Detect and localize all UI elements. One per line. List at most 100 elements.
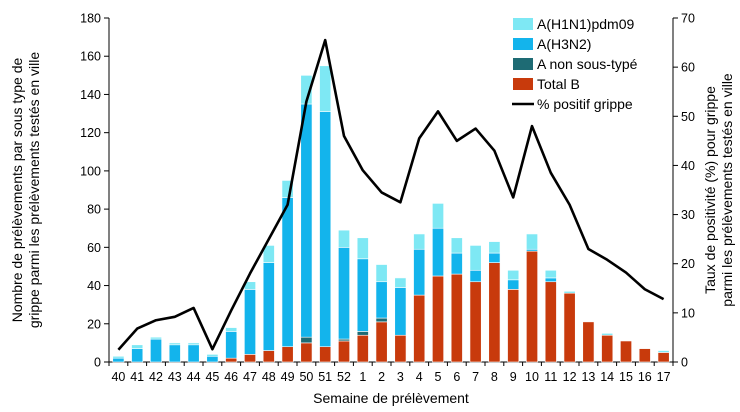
bar-segment [357, 238, 368, 259]
x-tick-label: 11 [544, 370, 557, 384]
y-right-tick-label: 10 [681, 306, 695, 320]
bar-segment [320, 112, 331, 347]
bar-segment [169, 345, 180, 362]
positivity-line [118, 40, 663, 350]
x-tick-label: 16 [638, 370, 652, 384]
x-tick-label: 2 [378, 370, 385, 384]
x-tick-label: 42 [149, 370, 163, 384]
y-left-tick-label: 60 [87, 241, 101, 255]
bar-segment [338, 247, 349, 339]
bar-segment [188, 345, 199, 362]
x-tick-label: 45 [205, 370, 219, 384]
bar-segment [432, 228, 443, 276]
bar-segment [376, 322, 387, 362]
bar-segment [113, 356, 124, 358]
x-tick-label: 40 [111, 370, 125, 384]
x-tick-label: 13 [581, 370, 595, 384]
bar-segment [263, 263, 274, 351]
bar-segment [470, 270, 481, 281]
y-left-tick-label: 180 [80, 12, 101, 26]
bar-segment [226, 331, 237, 358]
y-axis-left-title: Nombre de prélèvements par sous type deg… [9, 52, 42, 328]
x-tick-label: 51 [318, 370, 332, 384]
bar-segment [132, 349, 143, 362]
bar-segment [545, 278, 556, 282]
legend-label: A(H1N1)pdm09 [537, 16, 634, 32]
y-right-tick-label: 60 [681, 61, 695, 75]
y-left-tick-label: 100 [80, 164, 101, 178]
bar-segment [432, 203, 443, 228]
x-tick-label: 50 [299, 370, 313, 384]
x-tick-label: 5 [435, 370, 442, 384]
x-tick-label: 14 [600, 370, 614, 384]
y-axis-left-title-line: grippe parmi les prélèvements testés en … [26, 52, 42, 328]
bar-segment [451, 253, 462, 274]
y-axis-right-title-line: parmi les prélèvements testés en ville [719, 73, 735, 307]
bar-segment [357, 259, 368, 332]
legend-label: A(H3N2) [537, 36, 591, 52]
bar-segment [150, 339, 161, 362]
bar-segment [169, 343, 180, 345]
x-tick-label: 7 [472, 370, 479, 384]
bar-segment [414, 234, 425, 249]
x-tick-label: 48 [262, 370, 276, 384]
bar-segment [470, 245, 481, 270]
bar-segment [244, 354, 255, 362]
x-tick-label: 1 [359, 370, 366, 384]
bar-segment [508, 270, 519, 280]
y-left-tick-label: 140 [80, 88, 101, 102]
legend-swatch [513, 78, 533, 90]
y-right-tick-label: 20 [681, 257, 695, 271]
bar-segment [451, 238, 462, 253]
legend-label: % positif grippe [537, 96, 633, 112]
bar-segment [263, 351, 274, 362]
bar-segment [489, 263, 500, 362]
legend-swatch [513, 18, 533, 30]
legend-label: Total B [537, 76, 580, 92]
y-right-tick-label: 70 [681, 12, 695, 26]
bar-segment [376, 265, 387, 282]
x-tick-label: 10 [525, 370, 539, 384]
y-left-tick-label: 120 [80, 126, 101, 140]
bar-segment [301, 337, 312, 343]
bar-segment [602, 335, 613, 362]
x-tick-label: 44 [187, 370, 201, 384]
y-axis-left-title-line: Nombre de prélèvements par sous type de [9, 57, 25, 322]
bar-segment [564, 291, 575, 293]
bar-segment [207, 356, 218, 362]
bar-segment [564, 293, 575, 362]
bar-segment [545, 282, 556, 362]
bar-segment [338, 341, 349, 362]
bar-segment [150, 337, 161, 339]
bar-segment [244, 289, 255, 354]
bar-segment [658, 352, 669, 362]
y-axis-right-title: Taux de positivité (%) pour grippeparmi … [702, 73, 735, 307]
x-tick-label: 52 [337, 370, 351, 384]
x-tick-label: 12 [563, 370, 577, 384]
bar-segment [395, 278, 406, 288]
bar-segment [301, 343, 312, 362]
line-layer [118, 40, 663, 350]
bar-segment [376, 318, 387, 322]
bar-segment [583, 322, 594, 362]
bar-segment [226, 328, 237, 332]
bar-segment [282, 198, 293, 347]
legend-swatch [513, 58, 533, 70]
x-tick-label: 4 [416, 370, 423, 384]
bar-segment [526, 251, 537, 362]
x-axis-title: Semaine de prélèvement [313, 390, 469, 406]
bar-segment [357, 331, 368, 335]
bar-segment [357, 335, 368, 362]
bar-segment [508, 280, 519, 290]
bar-segment [639, 349, 650, 362]
bar-segment [320, 66, 331, 112]
x-tick-label: 41 [130, 370, 144, 384]
y-left-tick-label: 20 [87, 317, 101, 331]
bar-segment [545, 270, 556, 278]
bar-segment [414, 295, 425, 362]
x-tick-label: 3 [397, 370, 404, 384]
bar-segment [282, 347, 293, 362]
x-tick-label: 47 [243, 370, 257, 384]
bar-segment [451, 274, 462, 362]
